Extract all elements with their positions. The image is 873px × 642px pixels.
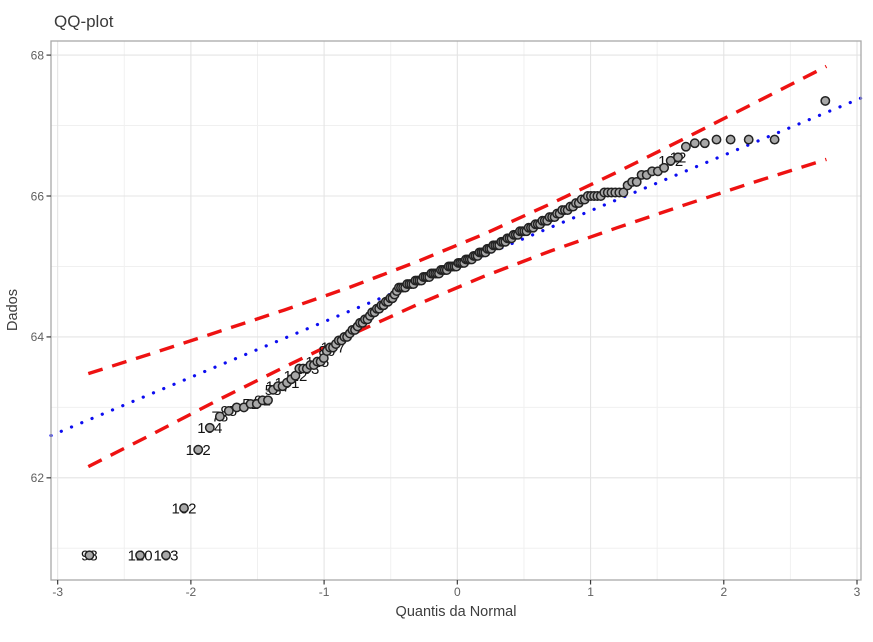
- data-point: [673, 152, 683, 163]
- x-tick-label: 0: [454, 585, 461, 599]
- data-point: [743, 134, 754, 145]
- confidence-band-lower: [87, 157, 827, 469]
- data-point: [820, 95, 831, 106]
- data-point: [179, 503, 189, 514]
- data-point: [214, 411, 225, 422]
- reference-line: [49, 96, 863, 438]
- data-point: [84, 550, 95, 561]
- y-tick-label: 64: [31, 330, 45, 344]
- data-point: [680, 141, 691, 152]
- panel-background: [51, 41, 861, 580]
- y-tick-label: 62: [31, 471, 45, 485]
- x-axis-title: Quantis da Normal: [396, 604, 517, 620]
- data-point: [263, 395, 273, 406]
- data-point: [223, 405, 234, 416]
- data-point: [699, 138, 710, 149]
- data-point: [725, 134, 736, 145]
- chart-title: QQ-plot: [54, 12, 114, 31]
- data-point: [161, 550, 171, 561]
- data-point: [711, 134, 722, 145]
- x-tick-label: -2: [186, 585, 197, 599]
- panel-border: [50, 40, 862, 581]
- plot-panel: 9812010310210210478955191581071011121631…: [31, 40, 863, 599]
- x-tick-label: -3: [52, 585, 63, 599]
- y-axis-title: Dados: [5, 289, 21, 331]
- data-point: [204, 422, 215, 433]
- y-tick-label: 68: [31, 48, 45, 62]
- x-tick-label: -1: [319, 585, 330, 599]
- y-tick-label: 66: [31, 189, 45, 203]
- data-point: [689, 138, 700, 149]
- data-point: [618, 187, 629, 198]
- confidence-band-upper: [87, 64, 828, 376]
- x-tick-label: 1: [587, 585, 594, 599]
- data-point: [135, 550, 146, 561]
- data-point: [631, 176, 642, 187]
- x-tick-label: 2: [720, 585, 727, 599]
- data-point: [769, 134, 780, 145]
- data-point: [193, 444, 204, 455]
- data-point: [659, 162, 670, 173]
- x-tick-label: 3: [854, 585, 861, 599]
